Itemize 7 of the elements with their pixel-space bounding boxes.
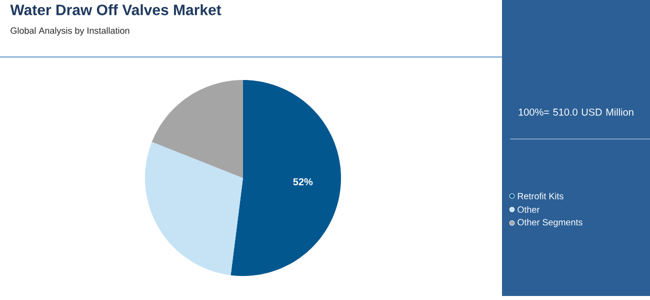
data-label: 52% xyxy=(293,178,313,186)
legend-label: Retrofit Kits xyxy=(518,192,564,200)
legend-label: Other xyxy=(518,206,540,213)
legend-label: Other Segments xyxy=(518,218,582,228)
text: 100%= 510.0 USD Million xyxy=(518,108,634,116)
chart-title: Water Draw Off Valves Market xyxy=(10,4,222,16)
text: Global Analysis by Installation xyxy=(10,27,130,36)
